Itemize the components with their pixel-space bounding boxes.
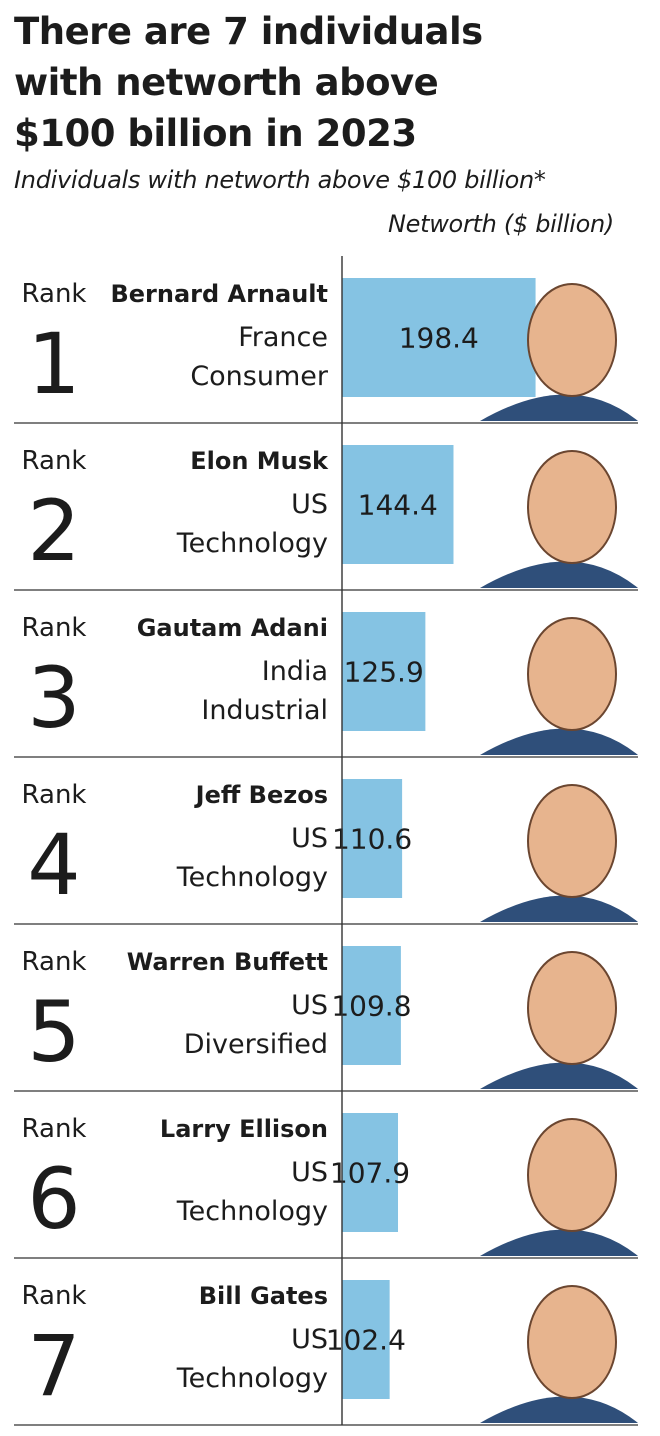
- person-name: Bill Gates: [199, 1282, 328, 1310]
- person-name: Warren Buffett: [127, 948, 328, 976]
- person-country: US: [291, 1324, 328, 1355]
- portrait-face-icon: [527, 283, 617, 397]
- bar-2: [342, 445, 454, 564]
- rank-number-7: 7: [27, 1317, 80, 1415]
- rank-label: Rank: [22, 613, 87, 643]
- value-axis-label: Networth ($ billion): [388, 210, 614, 238]
- person-country: US: [291, 1157, 328, 1188]
- portrait-face-icon: [527, 784, 617, 898]
- portrait-shoulders-icon: [480, 561, 638, 588]
- chart-title-line: with networth above: [14, 61, 439, 104]
- person-name: Bernard Arnault: [110, 280, 328, 308]
- person-name: Larry Ellison: [160, 1115, 328, 1143]
- rank-number-3: 3: [27, 649, 80, 747]
- person-sector: Technology: [176, 862, 328, 893]
- portrait-face-icon: [527, 1118, 617, 1232]
- bar-7: [342, 1280, 390, 1399]
- bar-3: [342, 612, 426, 731]
- person-country: India: [262, 656, 328, 687]
- chart-title-line: $100 billion in 2023: [14, 112, 417, 155]
- person-country: France: [238, 322, 328, 353]
- person-country: US: [291, 489, 328, 520]
- rank-number-5: 5: [27, 983, 80, 1081]
- portrait-shoulders-icon: [480, 1229, 638, 1256]
- portrait-shoulders-icon: [480, 728, 638, 755]
- rank-number-1: 1: [27, 315, 80, 413]
- value-label-6: 107.9: [330, 1157, 410, 1190]
- rank-number-4: 4: [27, 816, 80, 914]
- rank-label: Rank: [22, 1281, 87, 1311]
- chart-title-line: There are 7 individuals: [14, 10, 483, 53]
- value-label-7: 102.4: [326, 1324, 406, 1357]
- person-sector: Industrial: [201, 695, 328, 726]
- rank-number-2: 2: [27, 482, 80, 580]
- portrait-face-icon: [527, 1285, 617, 1399]
- person-sector: Diversified: [184, 1029, 328, 1060]
- portrait-face-icon: [527, 450, 617, 564]
- rank-number-6: 6: [27, 1150, 80, 1248]
- bar-1: [342, 278, 536, 397]
- portrait-face-icon: [527, 617, 617, 731]
- person-country: US: [291, 990, 328, 1021]
- rank-label: Rank: [22, 947, 87, 977]
- rank-label: Rank: [22, 446, 87, 476]
- rank-label: Rank: [22, 279, 87, 309]
- chart-title: There are 7 individuals with networth ab…: [14, 6, 644, 159]
- person-sector: Technology: [176, 528, 328, 559]
- person-sector: Technology: [176, 1363, 328, 1394]
- chart-subtitle: Individuals with networth above $100 bil…: [14, 166, 546, 194]
- person-sector: Consumer: [190, 361, 329, 392]
- person-name: Jeff Bezos: [194, 781, 328, 809]
- bar-6: [342, 1113, 399, 1232]
- bar-4: [342, 779, 403, 898]
- person-country: US: [291, 823, 328, 854]
- bar-5: [342, 946, 401, 1065]
- value-label-4: 110.6: [332, 823, 412, 856]
- rank-label: Rank: [22, 780, 87, 810]
- portrait-shoulders-icon: [480, 394, 638, 421]
- value-label-2: 144.4: [358, 489, 438, 522]
- portrait-shoulders-icon: [480, 1396, 638, 1423]
- value-label-1: 198.4: [399, 322, 479, 355]
- portrait-shoulders-icon: [480, 895, 638, 922]
- value-label-3: 125.9: [344, 656, 424, 689]
- person-name: Gautam Adani: [137, 614, 328, 642]
- person-name: Elon Musk: [190, 447, 329, 475]
- person-sector: Technology: [176, 1196, 328, 1227]
- portrait-face-icon: [527, 951, 617, 1065]
- rank-label: Rank: [22, 1114, 87, 1144]
- value-label-5: 109.8: [331, 990, 411, 1023]
- portrait-shoulders-icon: [480, 1062, 638, 1089]
